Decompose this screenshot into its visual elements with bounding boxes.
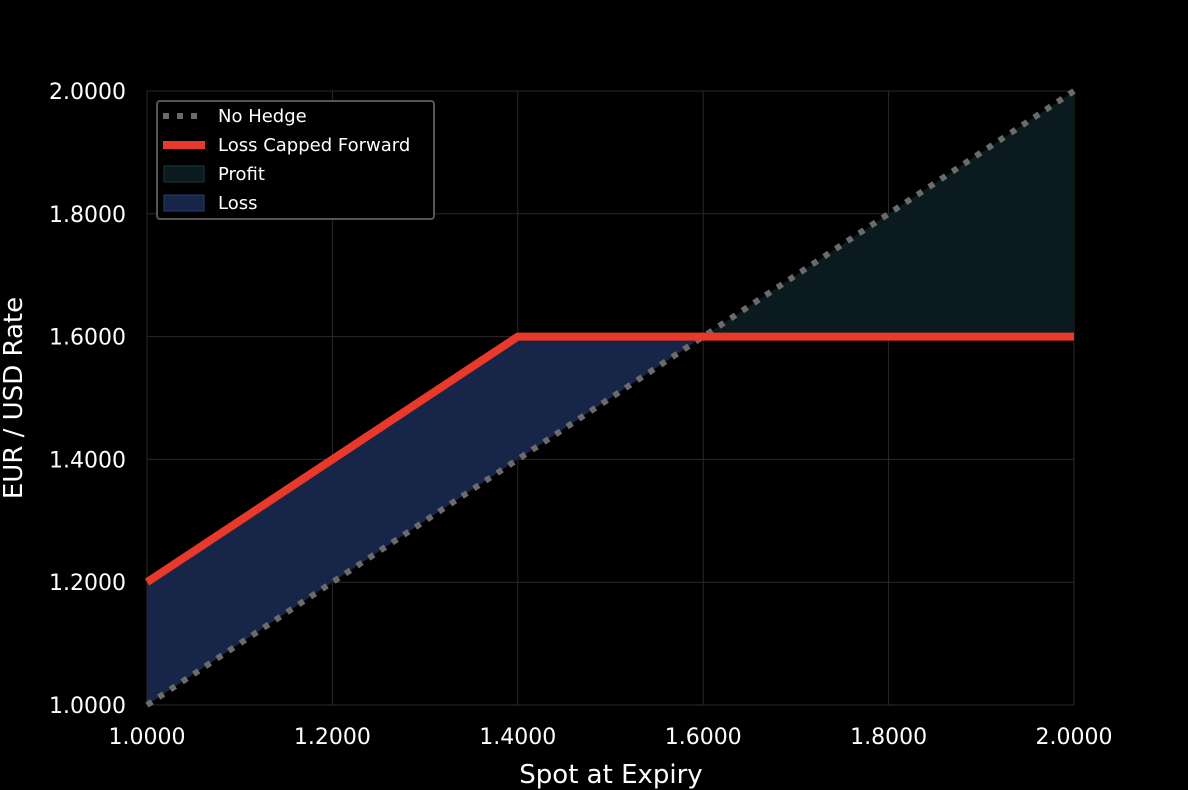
loss-capped-forward-line xyxy=(144,332,1074,586)
x-tick-label-4: 1.8000 xyxy=(850,725,927,750)
tick-labels: 1.0000 1.2000 1.4000 1.6000 1.8000 2.0000 1.00… xyxy=(49,80,1112,750)
x-axis-label: Spot at Expiry xyxy=(519,760,702,790)
x-tick-label-2: 1.4000 xyxy=(479,725,556,750)
legend-box xyxy=(156,100,435,220)
y-axis-label: EUR / USD Rate xyxy=(0,297,29,499)
loss-area xyxy=(147,336,704,705)
y-tick-label-3: 1.6000 xyxy=(49,326,126,351)
legend-label-no-hedge: No Hedge xyxy=(218,106,307,127)
legend: No Hedge Loss Capped Forward Profit Loss xyxy=(156,100,435,220)
no-hedge-line xyxy=(145,88,1076,708)
y-tick-label-5: 2.0000 xyxy=(49,80,126,105)
legend-marker-loss xyxy=(163,194,205,212)
x-tick-label-3: 1.6000 xyxy=(665,725,742,750)
legend-label-loss-capped-forward: Loss Capped Forward xyxy=(218,135,410,156)
x-tick-label-5: 2.0000 xyxy=(1036,725,1113,750)
legend-label-loss: Loss xyxy=(218,193,257,214)
y-tick-label-1: 1.2000 xyxy=(49,571,126,596)
legend-label-profit: Profit xyxy=(218,164,265,185)
x-tick-label-1: 1.2000 xyxy=(294,725,371,750)
y-tick-label-2: 1.4000 xyxy=(49,448,126,473)
legend-marker-profit xyxy=(163,165,205,183)
y-tick-label-4: 1.8000 xyxy=(49,203,126,228)
x-tick-label-0: 1.0000 xyxy=(109,725,186,750)
series-lines xyxy=(144,88,1076,708)
profit-area xyxy=(703,91,1074,337)
y-tick-label-0: 1.0000 xyxy=(49,694,126,719)
area-fills xyxy=(147,91,1074,705)
